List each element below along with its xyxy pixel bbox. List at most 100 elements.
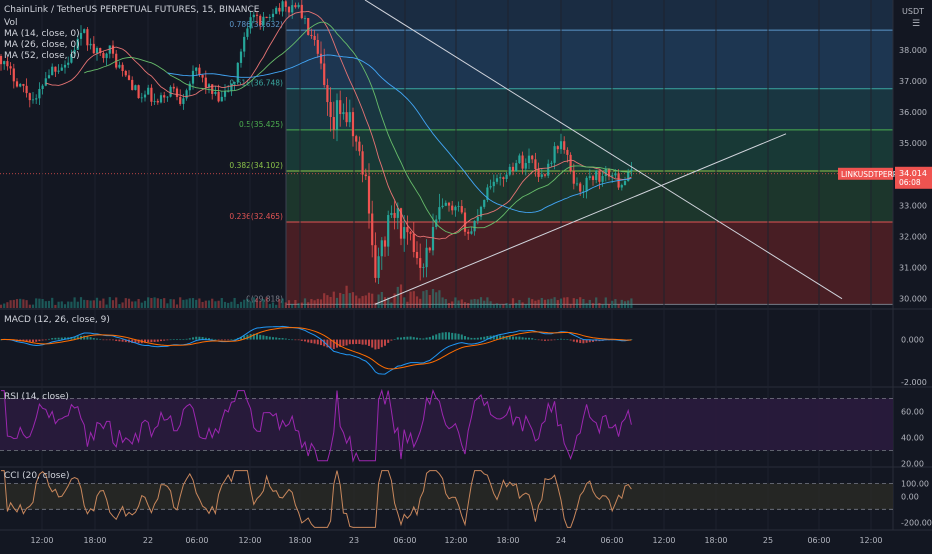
volume-bar [255,298,259,308]
candle-body [227,91,230,92]
candle-body [153,100,156,102]
macd-histogram-bar [144,339,146,343]
candle-body [537,169,540,177]
candle-body [515,163,518,172]
volume-bar [310,299,313,308]
macd-histogram-bar [444,332,447,340]
macd-histogram-bar [400,337,402,340]
volume-bar [499,304,502,308]
macd-histogram-bar [297,339,300,341]
cci-legend[interactable]: CCI (20, close) [4,471,70,481]
macd-histogram-bar [438,333,441,340]
rsi-legend[interactable]: RSI (14, close) [4,392,69,402]
macd-histogram-bar [531,338,534,340]
candle-body [38,88,41,99]
candle-body [441,205,444,208]
time-tick-label: 18:00 [496,536,519,545]
volume-bar [345,285,348,308]
volume-bar [598,303,601,308]
candle-body [166,96,169,98]
volume-bar [579,297,582,308]
volume-bar [431,288,435,308]
candle-body [230,83,233,92]
volume-bar [102,298,105,308]
volume-legend[interactable]: Vol [4,18,18,28]
macd-histogram-bar [556,339,559,340]
volume-bar [563,297,566,308]
macd-histogram-bar [304,339,306,342]
macd-histogram-bar [419,338,422,340]
volume-bar [588,299,591,308]
macd-histogram-bar [393,339,396,340]
volume-bar [332,291,335,308]
volume-bar [51,297,54,308]
ma52-legend[interactable]: MA (52, close, 0) [4,51,80,61]
candle-body [454,206,457,211]
macd-histogram-bar [435,334,438,340]
macd-histogram-bar [579,339,582,344]
macd-histogram-bar [252,333,255,340]
volume-bar [556,300,559,308]
volume-bar [79,297,83,308]
macd-histogram-bar [441,332,444,340]
volume-bar [246,298,249,308]
candle-body [121,64,124,71]
volume-bar [6,302,9,308]
macd-histogram-bar [454,333,457,340]
candle-body [262,16,265,26]
candle-body [313,35,316,40]
volume-bar [275,304,278,308]
candle-body [67,62,70,65]
volume-bar [361,296,364,308]
symbol-title[interactable]: ChainLink / TetherUS PERPETUAL FUTURES, … [4,5,260,15]
volume-bar [153,297,156,308]
fib-level-label: 0.382(34.102) [229,161,283,170]
candle-body [255,14,259,16]
candle-body [73,49,76,54]
volume-bar [495,303,499,308]
candle-body [15,81,19,87]
macd-histogram-bar [380,339,383,348]
macd-histogram-bar [92,338,95,340]
macd-histogram-bar [131,339,134,343]
candle-body [28,93,31,101]
candle-body [358,141,361,152]
candle-body [361,151,364,175]
macd-histogram-bar [464,336,466,340]
ma26-legend[interactable]: MA (26, close, 0) [4,40,80,50]
volume-bar [28,304,31,308]
settings-icon[interactable]: ☰ [912,19,921,29]
symbol-tag-text: LINKUSDTPERP [841,170,898,179]
macd-histogram-bar [54,337,57,340]
candle-body [118,64,121,68]
volume-bar [233,297,236,308]
candle-body [207,84,211,88]
volume-bar [179,297,182,308]
candle-body [22,84,25,86]
price-tick-label: 32.000 [899,232,927,241]
candle-body [348,112,351,123]
price-tick-label: 35.000 [899,139,927,148]
candle-body [25,85,28,94]
volume-bar [303,298,307,308]
candle-body [220,96,223,102]
price-tick-label: 30.000 [899,295,927,304]
macd-histogram-bar [547,339,550,341]
ma14-legend[interactable]: MA (14, close, 0) [4,29,80,39]
candle-body [569,154,572,172]
candle-body [211,84,214,94]
candle-body [550,162,553,164]
volume-bar [396,286,399,308]
macd-histogram-bar [377,339,380,349]
macd-histogram-bar [483,336,486,340]
volume-bar [387,297,390,308]
macd-histogram-bar [332,339,335,350]
macd-legend[interactable]: MACD (12, 26, close, 9) [4,315,110,325]
candle-body [393,212,396,218]
symbol-price-tag [838,167,893,180]
macd-histogram-bar [592,339,594,342]
volume-bar [489,301,492,308]
volume-bar [118,304,121,308]
